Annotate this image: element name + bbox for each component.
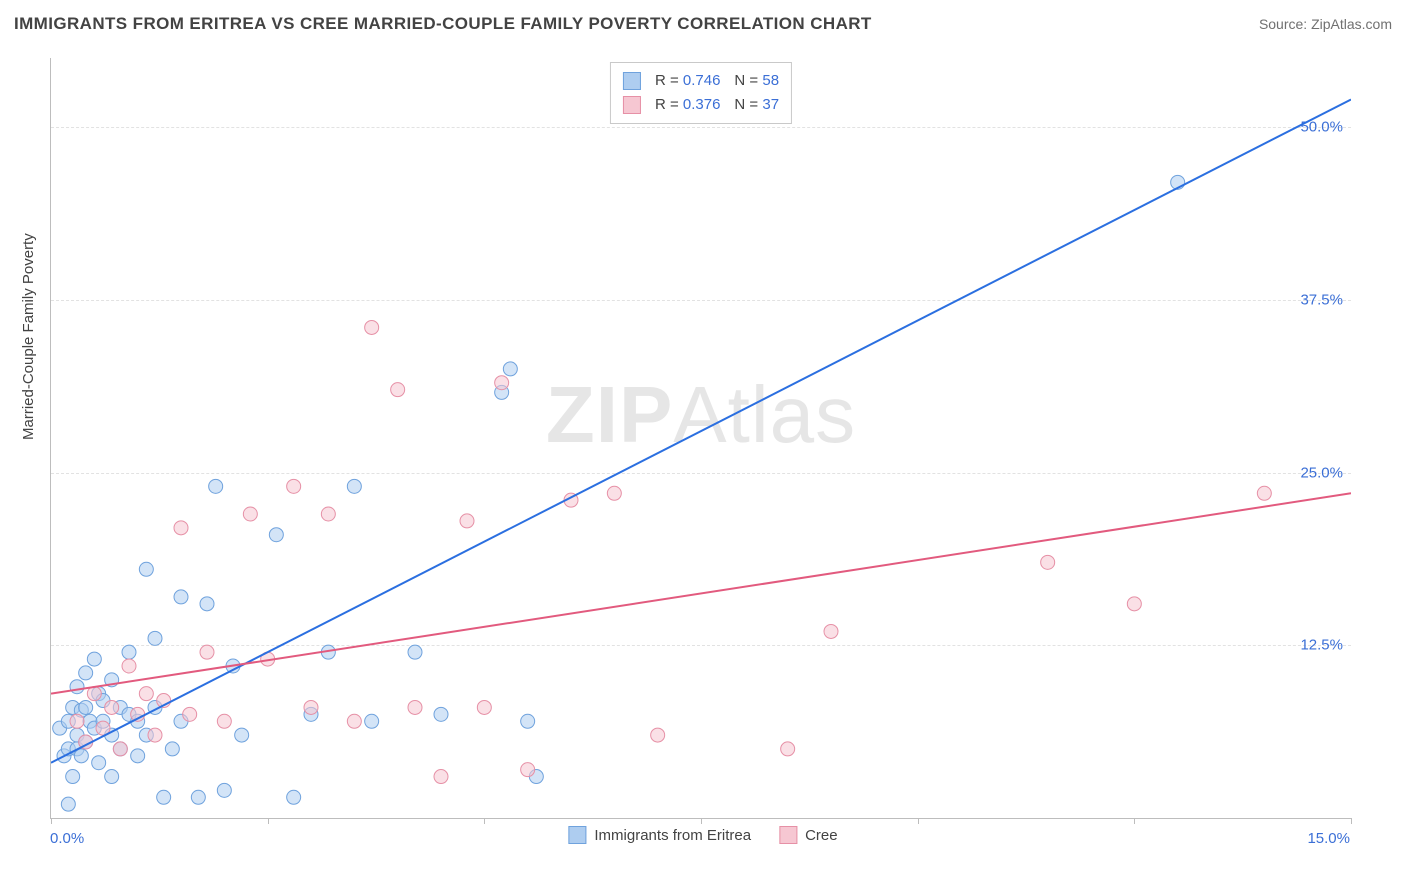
- scatter-point-cree: [347, 714, 361, 728]
- scatter-point-eritrea: [139, 562, 153, 576]
- scatter-point-cree: [781, 742, 795, 756]
- scatter-point-cree: [460, 514, 474, 528]
- swatch-eritrea: [568, 826, 586, 844]
- scatter-point-cree: [183, 707, 197, 721]
- scatter-point-eritrea: [61, 797, 75, 811]
- legend-label-cree: Cree: [805, 827, 838, 844]
- scatter-point-eritrea: [269, 528, 283, 542]
- x-tick: [484, 818, 485, 824]
- scatter-point-eritrea: [365, 714, 379, 728]
- y-axis-label: Married-Couple Family Poverty: [20, 233, 37, 440]
- scatter-point-eritrea: [105, 770, 119, 784]
- scatter-point-eritrea: [209, 479, 223, 493]
- scatter-point-eritrea: [79, 666, 93, 680]
- scatter-point-cree: [1127, 597, 1141, 611]
- scatter-point-eritrea: [157, 790, 171, 804]
- scatter-point-eritrea: [148, 631, 162, 645]
- legend-stats-row-cree: R = 0.376 N = 37: [623, 93, 779, 117]
- scatter-point-cree: [304, 700, 318, 714]
- legend-stats-row-eritrea: R = 0.746 N = 58: [623, 69, 779, 93]
- scatter-point-eritrea: [347, 479, 361, 493]
- scatter-point-cree: [321, 507, 335, 521]
- scatter-point-cree: [1257, 486, 1271, 500]
- chart-title: IMMIGRANTS FROM ERITREA VS CREE MARRIED-…: [14, 14, 872, 34]
- x-tick: [701, 818, 702, 824]
- scatter-point-eritrea: [217, 783, 231, 797]
- scatter-point-eritrea: [131, 749, 145, 763]
- scatter-point-eritrea: [521, 714, 535, 728]
- scatter-point-eritrea: [503, 362, 517, 376]
- x-tick: [918, 818, 919, 824]
- x-tick: [51, 818, 52, 824]
- swatch-cree: [779, 826, 797, 844]
- scatter-point-eritrea: [122, 645, 136, 659]
- scatter-point-cree: [408, 700, 422, 714]
- scatter-point-cree: [122, 659, 136, 673]
- legend-label-eritrea: Immigrants from Eritrea: [594, 827, 751, 844]
- plot-area: ZIPAtlas R = 0.746 N = 58 R = 0.376 N = …: [50, 58, 1351, 819]
- scatter-point-cree: [70, 714, 84, 728]
- legend-stats: R = 0.746 N = 58 R = 0.376 N = 37: [610, 62, 792, 124]
- scatter-point-eritrea: [200, 597, 214, 611]
- scatter-point-cree: [434, 770, 448, 784]
- legend-item-eritrea: Immigrants from Eritrea: [568, 826, 751, 844]
- regression-line-cree: [51, 493, 1351, 693]
- swatch-eritrea: [623, 72, 641, 90]
- scatter-point-eritrea: [434, 707, 448, 721]
- legend-series: Immigrants from Eritrea Cree: [568, 826, 837, 844]
- scatter-point-cree: [113, 742, 127, 756]
- scatter-point-cree: [495, 376, 509, 390]
- scatter-point-cree: [87, 687, 101, 701]
- scatter-point-cree: [651, 728, 665, 742]
- x-tick: [1134, 818, 1135, 824]
- source-text: Source: ZipAtlas.com: [1259, 16, 1392, 32]
- scatter-point-cree: [477, 700, 491, 714]
- scatter-point-cree: [243, 507, 257, 521]
- scatter-point-cree: [287, 479, 301, 493]
- scatter-point-cree: [391, 383, 405, 397]
- scatter-point-cree: [607, 486, 621, 500]
- scatter-point-cree: [521, 763, 535, 777]
- scatter-point-eritrea: [165, 742, 179, 756]
- scatter-point-cree: [174, 521, 188, 535]
- x-tick: [268, 818, 269, 824]
- scatter-point-eritrea: [92, 756, 106, 770]
- scatter-point-cree: [139, 687, 153, 701]
- scatter-point-cree: [1041, 555, 1055, 569]
- scatter-point-eritrea: [408, 645, 422, 659]
- x-max-label: 15.0%: [1307, 830, 1350, 847]
- scatter-point-eritrea: [66, 770, 80, 784]
- scatter-point-cree: [105, 700, 119, 714]
- legend-item-cree: Cree: [779, 826, 838, 844]
- x-min-label: 0.0%: [50, 830, 84, 847]
- scatter-point-cree: [824, 624, 838, 638]
- scatter-point-eritrea: [79, 700, 93, 714]
- swatch-cree: [623, 96, 641, 114]
- scatter-point-eritrea: [174, 590, 188, 604]
- scatter-point-eritrea: [70, 680, 84, 694]
- scatter-point-eritrea: [191, 790, 205, 804]
- scatter-point-cree: [200, 645, 214, 659]
- scatter-point-cree: [365, 320, 379, 334]
- scatter-point-eritrea: [235, 728, 249, 742]
- scatter-point-eritrea: [87, 652, 101, 666]
- scatter-svg: [51, 58, 1351, 818]
- scatter-point-eritrea: [287, 790, 301, 804]
- scatter-point-cree: [217, 714, 231, 728]
- x-tick: [1351, 818, 1352, 824]
- scatter-point-eritrea: [74, 749, 88, 763]
- scatter-point-cree: [148, 728, 162, 742]
